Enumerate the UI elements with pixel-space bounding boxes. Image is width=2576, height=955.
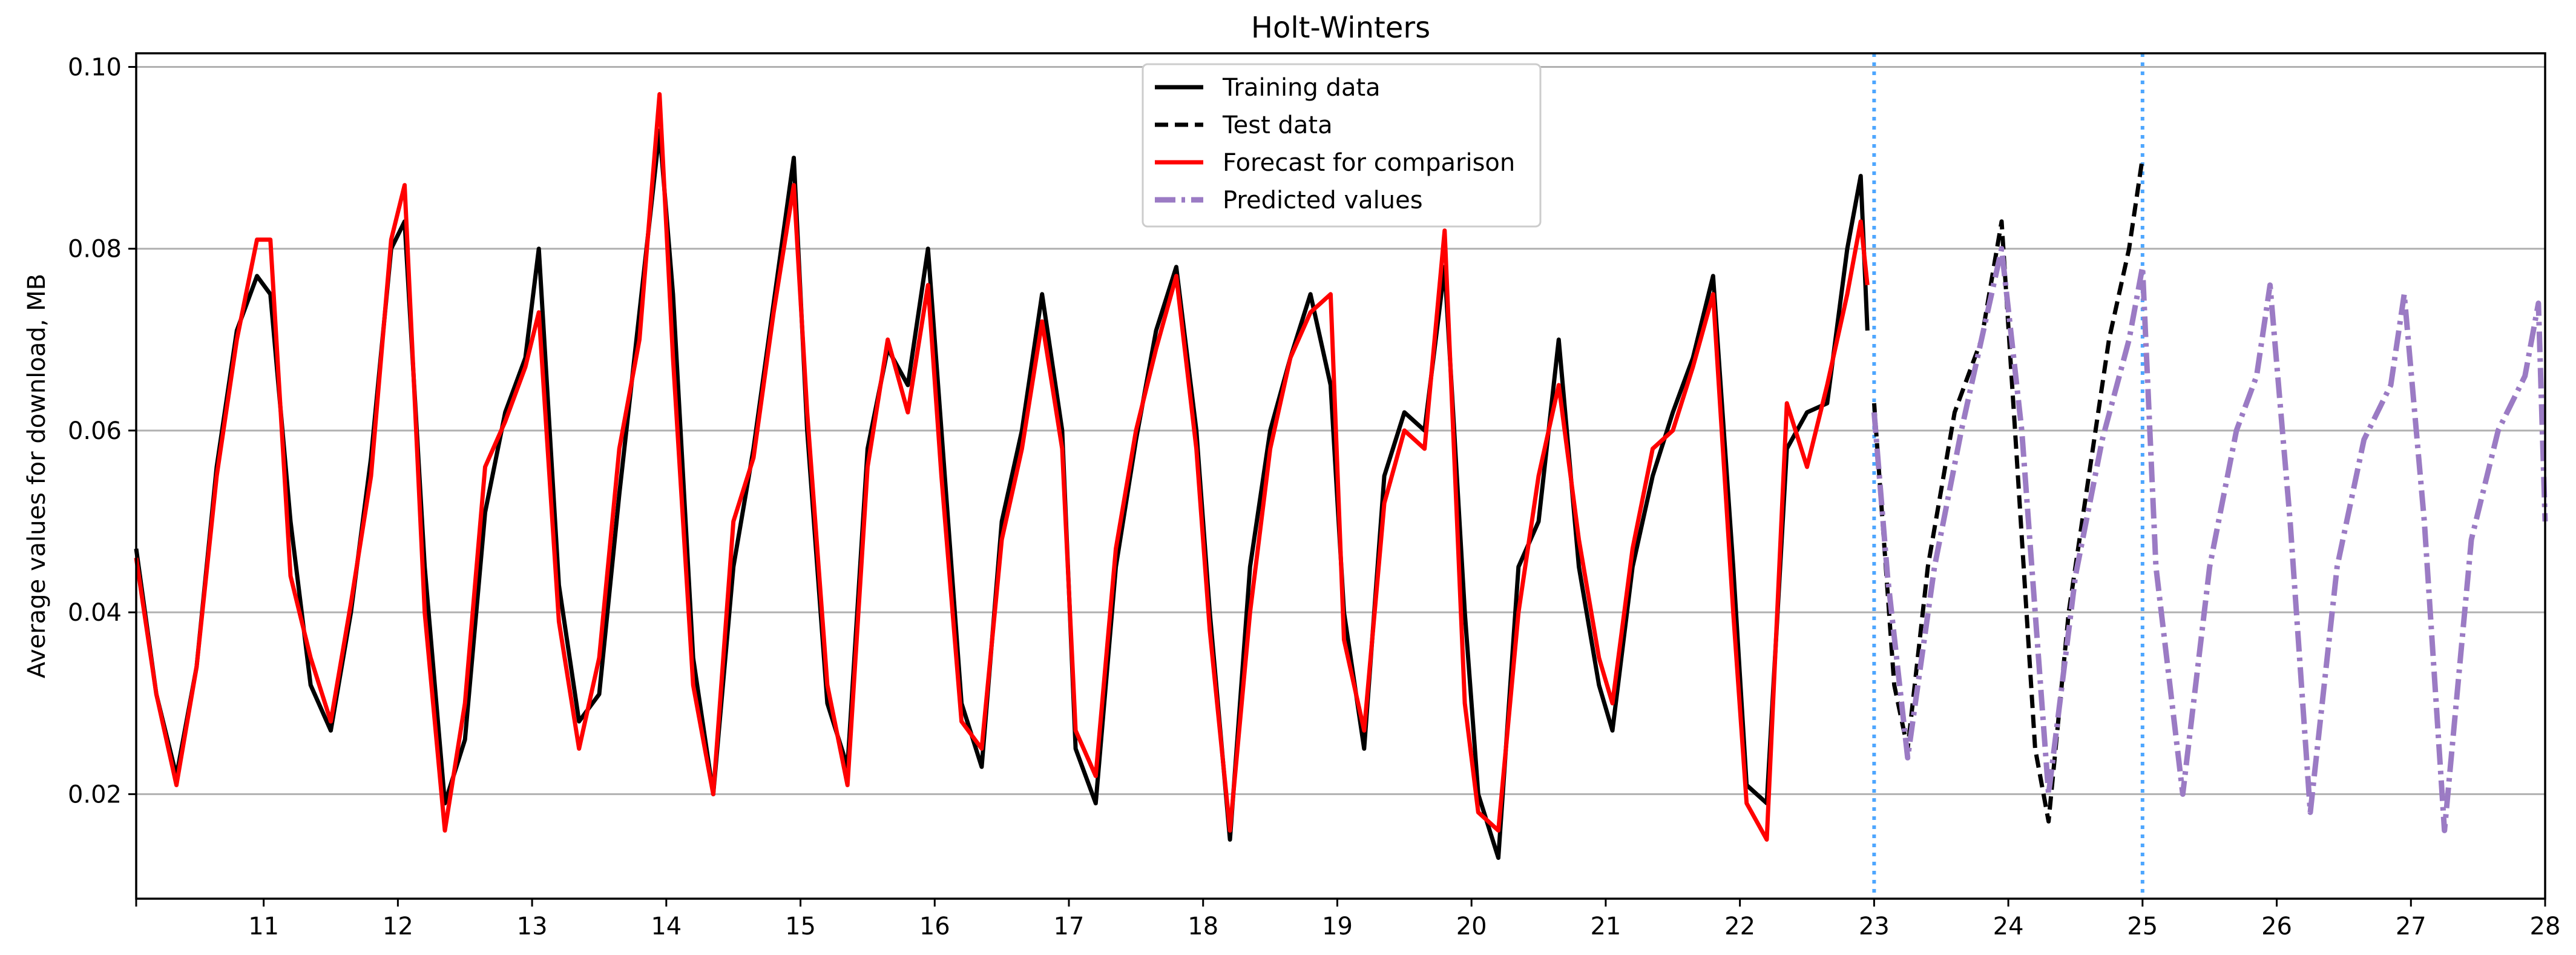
x-tick-label: 21 bbox=[1590, 913, 1621, 940]
x-tick-label: 15 bbox=[785, 913, 816, 940]
legend: Training data Test data Forecast for compa… bbox=[1142, 63, 1542, 228]
y-axis-label: Average values for download, MB bbox=[23, 274, 51, 678]
x-tick-label: 19 bbox=[1322, 913, 1353, 940]
x-tick-label: 22 bbox=[1724, 913, 1755, 940]
legend-label: Forecast for comparison bbox=[1223, 149, 1515, 177]
y-tick-label: 0.04 bbox=[68, 599, 122, 627]
chart-title: Holt-Winters bbox=[1251, 11, 1430, 45]
x-tick-label: 18 bbox=[1188, 913, 1218, 940]
x-tick-label: 28 bbox=[2530, 913, 2561, 940]
legend-label: Predicted values bbox=[1223, 187, 1423, 214]
legend-box bbox=[1142, 63, 1542, 228]
y-tick-label: 0.06 bbox=[68, 417, 122, 445]
x-tick-label: 24 bbox=[1993, 913, 2024, 940]
series-line-forecast-for-comparison bbox=[134, 92, 1870, 842]
x-tick-label: 14 bbox=[651, 913, 682, 940]
x-tick-label: 25 bbox=[2127, 913, 2158, 940]
x-tick-label: 13 bbox=[517, 913, 548, 940]
series-layer bbox=[134, 92, 2548, 860]
series-line-test-data bbox=[1871, 157, 2145, 824]
legend-label: Training data bbox=[1222, 74, 1381, 102]
axes: 11 12 13 14 15 16 17 18 19 20 21 22 23 24 25 26 27 28 0.02… bbox=[68, 52, 2561, 940]
x-tick-label: 20 bbox=[1456, 913, 1487, 940]
plot-frame bbox=[135, 52, 2546, 900]
x-tick-label: 11 bbox=[248, 913, 279, 940]
x-tick-label: 16 bbox=[919, 913, 950, 940]
x-tick-label: 27 bbox=[2396, 913, 2426, 940]
y-tick-label: 0.10 bbox=[68, 54, 122, 82]
y-tick-label: 0.08 bbox=[68, 236, 122, 263]
legend-label: Test data bbox=[1222, 111, 1333, 139]
series-line-predicted-values bbox=[1871, 246, 2548, 833]
y-tick-label: 0.02 bbox=[68, 781, 122, 808]
x-tick-label: 23 bbox=[1859, 913, 1890, 940]
x-tick-label: 12 bbox=[383, 913, 413, 940]
x-tick-label: 17 bbox=[1054, 913, 1085, 940]
x-tick-label: 26 bbox=[2261, 913, 2292, 940]
series-line-training-data bbox=[134, 128, 1870, 860]
